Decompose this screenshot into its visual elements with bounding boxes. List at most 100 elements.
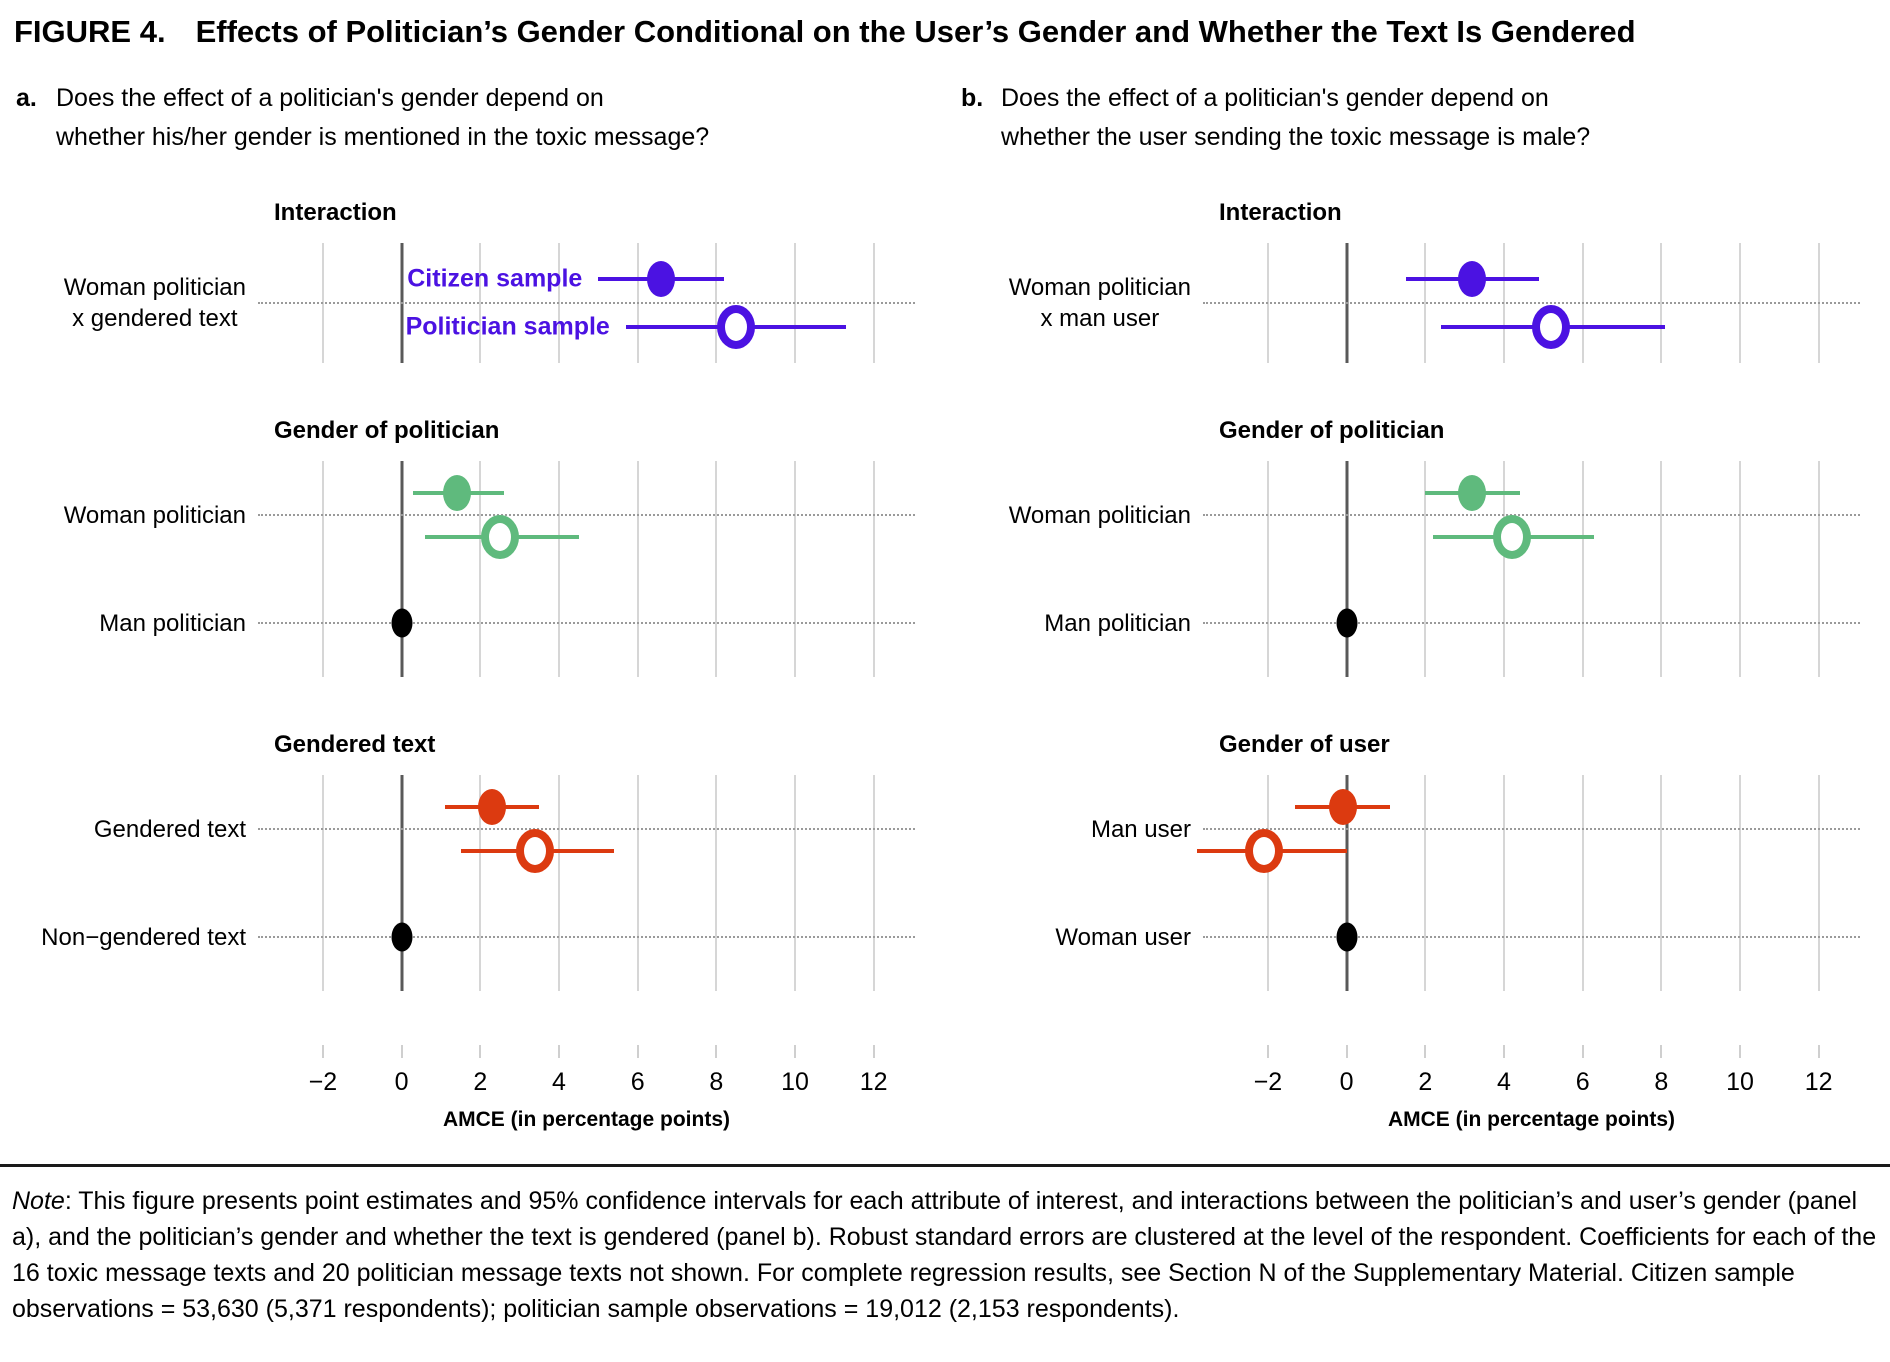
figure-title-text: Effects of Politician’s Gender Condition… bbox=[195, 14, 1636, 49]
tick-mark bbox=[1817, 1045, 1820, 1058]
category-label: Woman politician bbox=[0, 461, 258, 569]
category-label: Man user bbox=[945, 775, 1203, 883]
label-line: Gendered text bbox=[93, 815, 246, 843]
category-row: Man politician bbox=[0, 569, 915, 677]
category-label-text: Man politician bbox=[1044, 608, 1191, 639]
label-line: Man politician bbox=[99, 609, 246, 637]
section-gender-of-politician: Gender of politician Woman politician Man … bbox=[945, 417, 1860, 677]
politician-estimate-dot bbox=[716, 305, 755, 349]
gridline bbox=[794, 775, 796, 991]
category-label-text: Man user bbox=[1091, 814, 1191, 845]
gridlines bbox=[258, 775, 915, 991]
dot-whisker-chart: Man user Woman user bbox=[945, 775, 1860, 991]
politician-confidence-interval bbox=[1433, 515, 1595, 559]
panel-a-question: a. Does the effect of a politician's gend… bbox=[16, 79, 915, 157]
gridline bbox=[872, 775, 875, 991]
tick-label: 4 bbox=[552, 1068, 566, 1096]
section-interaction: Interaction Woman politician x gendered te… bbox=[0, 199, 915, 363]
gridline bbox=[1502, 461, 1505, 677]
gridline bbox=[557, 775, 560, 991]
category-label-text: Woman politician x man user bbox=[1009, 272, 1191, 334]
dot-whisker-chart: Woman politician x gendered text Citizen s… bbox=[0, 243, 915, 363]
row-plot bbox=[1197, 775, 1860, 883]
category-label-text: Woman politician bbox=[1009, 500, 1191, 531]
gridline bbox=[1660, 461, 1663, 677]
category-row: Gendered text bbox=[0, 775, 915, 883]
tick-label: 2 bbox=[473, 1068, 488, 1096]
tick-mark bbox=[1266, 1045, 1269, 1058]
row-plot bbox=[258, 775, 915, 883]
gridlines bbox=[258, 461, 915, 677]
gridline bbox=[1739, 775, 1741, 991]
section-title: Gender of politician bbox=[1219, 417, 1445, 444]
row-plot bbox=[258, 569, 915, 677]
tick-label: 2 bbox=[1418, 1068, 1433, 1096]
dotted-guide-line bbox=[258, 302, 915, 304]
gridline bbox=[1266, 461, 1269, 677]
question-line: whether his/her gender is mentioned in t… bbox=[56, 123, 710, 151]
gridlines bbox=[1203, 461, 1860, 677]
tick-mark bbox=[1581, 1045, 1584, 1058]
category-row: Woman politician x gendered text Citizen s… bbox=[0, 243, 915, 363]
tick-label: 8 bbox=[1654, 1068, 1669, 1096]
reference-dot bbox=[1336, 608, 1358, 638]
citizen-estimate-dot bbox=[442, 475, 471, 511]
label-line: Man politician bbox=[1044, 609, 1191, 637]
category-row: Man user bbox=[945, 775, 1860, 883]
dot-whisker-chart: Woman politician Man politician bbox=[0, 461, 915, 677]
category-label: Non−gendered text bbox=[0, 883, 258, 991]
citizen-estimate-dot bbox=[1458, 475, 1487, 511]
row-plot bbox=[1203, 883, 1860, 991]
dotted-guide-line bbox=[258, 514, 915, 516]
politician-estimate-dot bbox=[1244, 829, 1283, 873]
tick-label: 10 bbox=[1726, 1068, 1754, 1096]
citizen-confidence-interval bbox=[413, 475, 504, 511]
gridline bbox=[1424, 775, 1427, 991]
zero-line bbox=[1345, 461, 1349, 677]
dot-whisker-chart: Woman politician Man politician bbox=[945, 461, 1860, 677]
tick-mark bbox=[872, 1045, 875, 1058]
tick-mark bbox=[1424, 1045, 1427, 1058]
tick-label: 4 bbox=[1497, 1068, 1511, 1096]
gridline bbox=[872, 461, 875, 677]
dot-whisker-chart: Gendered text Non−gendered text bbox=[0, 775, 915, 991]
dotted-guide-line bbox=[258, 828, 915, 830]
citizen-estimate-dot bbox=[478, 789, 507, 825]
reference-dot bbox=[391, 608, 413, 638]
dotted-guide-line bbox=[1203, 828, 1860, 830]
row-plot bbox=[1203, 569, 1860, 677]
row-plot bbox=[258, 461, 915, 569]
axis-tick-marks bbox=[258, 1045, 915, 1058]
dotted-guide-line bbox=[258, 622, 915, 624]
label-line: x man user bbox=[1040, 305, 1160, 332]
tick-mark bbox=[479, 1045, 482, 1058]
dotted-guide-line bbox=[258, 936, 915, 938]
label-line: Woman politician bbox=[63, 501, 246, 529]
category-row: Woman politician bbox=[0, 461, 915, 569]
category-label-text: Gendered text bbox=[94, 814, 246, 845]
category-label: Woman politician x man user bbox=[945, 243, 1203, 363]
category-label: Woman user bbox=[945, 883, 1203, 991]
section-title: Gender of politician bbox=[274, 417, 500, 444]
gridline bbox=[1266, 775, 1269, 991]
gridline bbox=[636, 461, 639, 677]
tick-label: 12 bbox=[1804, 1068, 1833, 1096]
panel-a: a. Does the effect of a politician's gend… bbox=[0, 79, 945, 1132]
note-divider bbox=[0, 1164, 1890, 1167]
citizen-confidence-interval bbox=[444, 789, 540, 825]
gridline bbox=[321, 775, 324, 991]
citizen-confidence-interval bbox=[598, 261, 725, 297]
panel-b-question-text: Does the effect of a politician's gender… bbox=[1001, 79, 1590, 157]
x-axis: −2 0 2 4 6 8 10 12 AMCE (in percentage points) bbox=[1203, 1045, 1860, 1132]
politician-confidence-interval bbox=[425, 515, 579, 559]
question-line: Does the effect of a politician's gender… bbox=[1001, 84, 1549, 112]
dot-whisker-chart: Woman politician x man user bbox=[945, 243, 1860, 363]
section-gender-of-user: Gender of user Man user Woman user bbox=[945, 731, 1860, 991]
gridline bbox=[1660, 775, 1663, 991]
citizen-estimate-dot bbox=[1458, 261, 1487, 297]
category-label-text: Woman politician x gendered text bbox=[64, 272, 246, 334]
citizen-estimate-dot bbox=[647, 261, 676, 297]
panel-a-question-text: Does the effect of a politician's gender… bbox=[56, 79, 709, 157]
dotted-guide-line bbox=[1203, 514, 1860, 516]
gridline bbox=[794, 461, 796, 677]
